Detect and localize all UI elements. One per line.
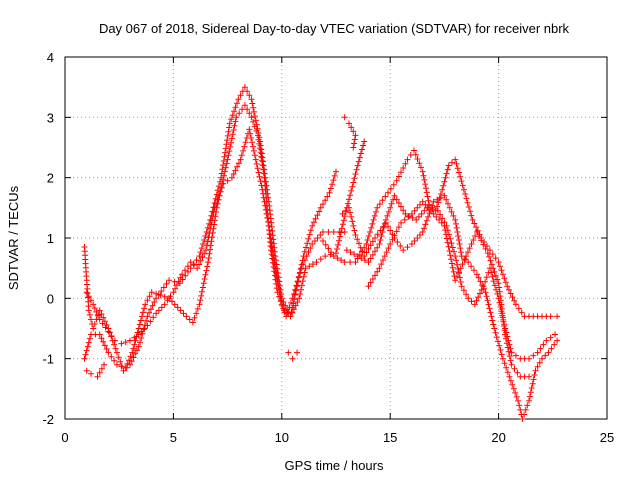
x-axis-label: GPS time / hours [285,458,384,473]
x-tick-label: 10 [275,430,289,445]
y-tick-label: 1 [47,231,54,246]
data-point-markers [339,192,561,422]
series-track-b [81,102,339,371]
x-tick-label: 20 [491,430,505,445]
y-tick-label: 3 [47,110,54,125]
series-track-j [341,114,359,151]
data-point-markers [81,102,339,371]
y-tick-label: -2 [42,412,54,427]
axis-ticks: 0 5 10 15 20 25 -2 -1 0 1 2 3 4 [42,50,614,445]
series-track-g [320,147,561,320]
data-point-markers [81,84,368,374]
x-tick-label: 25 [600,430,614,445]
data-points [81,84,561,422]
y-tick-label: 0 [47,291,54,306]
grid [65,57,607,419]
series-track-f [339,192,561,422]
series-track-i [365,198,532,380]
series-track-c [83,126,348,347]
series-track-d [83,361,107,380]
data-point-markers [341,114,359,151]
chart-title: Day 067 of 2018, Sidereal Day-to-day VTE… [99,21,570,36]
y-tick-label: 2 [47,171,54,186]
y-tick-label: -1 [42,352,54,367]
data-point-markers [365,198,532,380]
x-tick-label: 15 [383,430,397,445]
data-point-markers [285,349,300,362]
data-point-markers [83,126,348,347]
data-point-markers [343,192,558,362]
x-tick-label: 5 [170,430,177,445]
series-track-e [285,349,300,362]
y-axis-label: SDTVAR / TECUs [6,185,21,290]
y-tick-label: 4 [47,50,54,65]
x-tick-label: 0 [61,430,68,445]
data-point-markers [320,147,561,320]
data-point-markers [83,361,107,380]
series-track-a [81,84,368,374]
series-track-h [343,192,558,362]
